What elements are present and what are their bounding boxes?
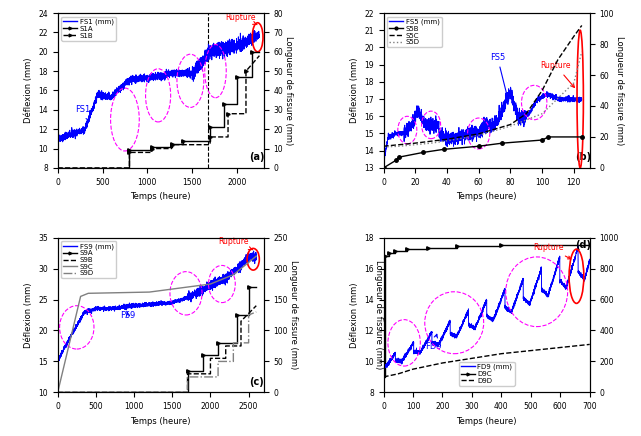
X-axis label: Temps (heure): Temps (heure): [131, 417, 191, 426]
Text: FD9: FD9: [425, 334, 442, 351]
Text: (a): (a): [249, 152, 265, 162]
Y-axis label: Déflexion (mm): Déflexion (mm): [349, 282, 358, 348]
Y-axis label: Longueur de fissure (mm): Longueur de fissure (mm): [289, 260, 298, 370]
Legend: FS1 (mm), S1A, S1B: FS1 (mm), S1A, S1B: [61, 17, 116, 41]
X-axis label: Temps (heure): Temps (heure): [456, 192, 517, 201]
Text: FS1: FS1: [76, 105, 91, 121]
X-axis label: Temps (heure): Temps (heure): [456, 417, 517, 426]
Text: (b): (b): [575, 152, 592, 162]
Text: FS5: FS5: [490, 52, 509, 99]
Y-axis label: Déflexion (mm): Déflexion (mm): [24, 282, 33, 348]
Text: FS9: FS9: [121, 311, 135, 320]
Y-axis label: Longueur de fissure (mm): Longueur de fissure (mm): [615, 36, 624, 145]
Text: Rupture: Rupture: [534, 243, 571, 259]
Text: Rupture: Rupture: [218, 237, 253, 250]
Text: Rupture: Rupture: [226, 13, 257, 25]
Text: Rupture: Rupture: [540, 61, 574, 88]
Text: (c): (c): [249, 377, 264, 387]
Y-axis label: Déflexion (mm): Déflexion (mm): [24, 58, 33, 123]
Legend: FD9 (mm), D9C, D9D: FD9 (mm), D9C, D9D: [459, 362, 515, 386]
Y-axis label: Longueur de fissure (mm): Longueur de fissure (mm): [374, 260, 383, 370]
Text: (d): (d): [575, 240, 591, 250]
Legend: FS5 (mm), S5B, S5C, S5D: FS5 (mm), S5B, S5C, S5D: [387, 17, 442, 47]
Legend: FS9 (mm), S9A, S9B, S9C, S9D: FS9 (mm), S9A, S9B, S9C, S9D: [61, 241, 116, 279]
Y-axis label: Longueur de fissure (mm): Longueur de fissure (mm): [284, 36, 293, 145]
Y-axis label: Déflexion (mm): Déflexion (mm): [349, 58, 358, 123]
X-axis label: Temps (heure): Temps (heure): [131, 192, 191, 201]
